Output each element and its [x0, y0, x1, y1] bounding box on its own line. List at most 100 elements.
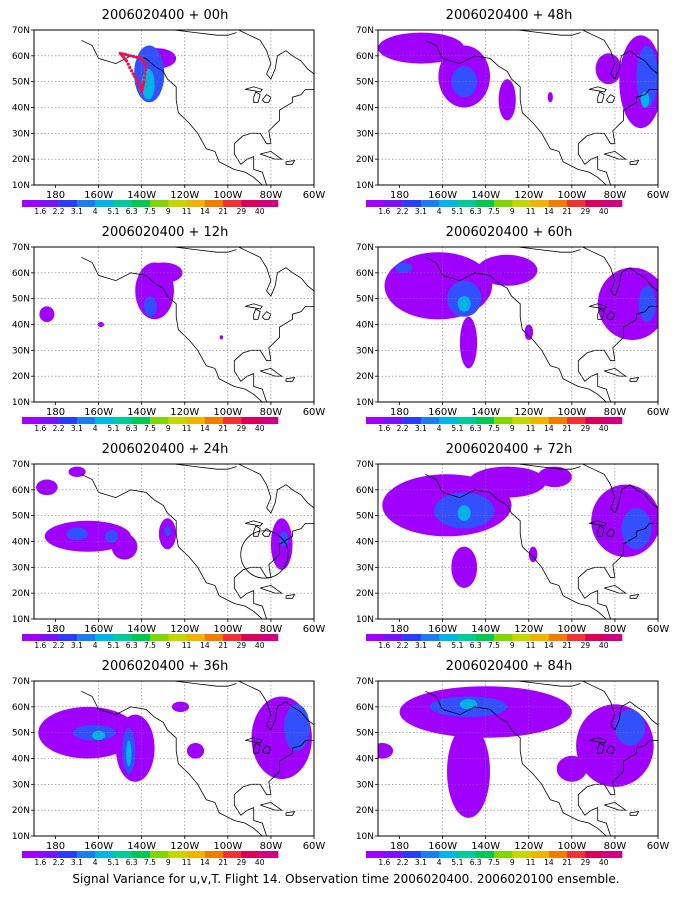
- colorbar-label: 7.5: [488, 641, 500, 650]
- panel-title: 2006020400 + 48h: [445, 8, 573, 23]
- coast-line: [233, 523, 314, 619]
- colorbar-label: 3.1: [71, 641, 83, 650]
- grid: [34, 247, 314, 402]
- coast-line: [81, 473, 264, 619]
- track-point: [129, 54, 133, 58]
- x-tick-label: 60W: [647, 190, 670, 201]
- colorbar-swatch: [457, 851, 476, 858]
- colorbar-label: 5.1: [107, 858, 119, 867]
- y-tick-label: 60N: [12, 52, 30, 62]
- y-tick-label: 70N: [356, 243, 374, 253]
- track-point: [142, 80, 146, 84]
- map-panel: 2006020400 + 60h 10N 20N 30N 40N 50N 60N 70N 180…: [344, 217, 674, 435]
- figure-caption: Signal Variance for u,v,T. Flight 14. Ob…: [72, 872, 620, 886]
- island-outline: [260, 801, 283, 811]
- y-tick-label: 40N: [12, 755, 30, 765]
- x-tick-label: 80W: [604, 407, 627, 418]
- track-point: [126, 53, 130, 57]
- lake-outline: [588, 303, 607, 310]
- island-outline: [604, 801, 627, 811]
- colorbar-swatch: [512, 634, 531, 641]
- colorbar-label: 3.1: [415, 424, 427, 433]
- colorbar-swatch: [223, 634, 242, 641]
- y-tick-label: 30N: [356, 129, 374, 139]
- y-tick-label: 10N: [356, 615, 374, 625]
- island-outline: [604, 367, 627, 377]
- colorbar-swatch: [512, 200, 531, 207]
- track-point: [121, 52, 125, 56]
- colorbar-swatch: [530, 417, 550, 424]
- island-outline: [285, 593, 296, 599]
- colorbar-swatch: [22, 200, 41, 207]
- y-tick-label: 60N: [12, 269, 30, 279]
- colorbar-label: 40: [599, 858, 609, 867]
- coastline: [425, 464, 658, 619]
- colorbar-swatch: [168, 851, 187, 858]
- variance-contour: [457, 296, 471, 312]
- colorbar-swatch: [186, 634, 206, 641]
- colorbar-label: 21: [218, 207, 228, 216]
- colorbar-swatch: [241, 634, 260, 641]
- colorbar-swatch: [259, 851, 279, 858]
- track-point: [132, 54, 136, 59]
- x-tick-label: 60W: [303, 407, 326, 418]
- x-tick-label: 120W: [170, 407, 199, 418]
- colorbar-swatch: [186, 851, 206, 858]
- island-outline: [629, 376, 640, 382]
- colorbar-label: 2.2: [397, 207, 409, 216]
- colorbar-label: 4: [93, 641, 98, 650]
- colorbar-label: 7.5: [144, 207, 156, 216]
- coastline: [81, 30, 314, 185]
- colorbar-label: 9: [166, 207, 171, 216]
- variance-contour: [395, 262, 413, 273]
- coast-line: [517, 464, 581, 470]
- colorbar-swatch: [603, 417, 623, 424]
- x-tick-label: 160W: [84, 407, 113, 418]
- colorbar-swatch: [384, 634, 403, 641]
- y-tick-label: 20N: [12, 155, 30, 165]
- grid: [34, 681, 314, 836]
- variance-contour: [105, 529, 118, 543]
- colorbar-swatch: [567, 200, 586, 207]
- colorbar-label: 9: [166, 424, 171, 433]
- y-tick-label: 20N: [356, 806, 374, 816]
- colorbar-swatch: [512, 851, 531, 858]
- colorbar-swatch: [76, 200, 96, 207]
- y-tick-label: 20N: [356, 589, 374, 599]
- colorbar-swatch: [585, 417, 604, 424]
- colorbar-swatch: [384, 417, 403, 424]
- coastline: [81, 681, 314, 836]
- y-tick-label: 10N: [12, 398, 30, 408]
- variance-contour: [547, 92, 553, 103]
- map-svg: 10N 20N 30N 40N 50N 60N 70N 180 160W 140W 120W 100W…: [356, 460, 670, 650]
- colorbar-label: 6.3: [126, 641, 138, 650]
- track-point: [133, 74, 137, 79]
- colorbar-label: 2.2: [397, 641, 409, 650]
- colorbar-swatch: [204, 200, 224, 207]
- colorbar-swatch: [223, 851, 242, 858]
- island-outline: [260, 150, 283, 160]
- colorbar-label: 7.5: [144, 858, 156, 867]
- grid: [378, 681, 658, 836]
- y-tick-label: 30N: [12, 129, 30, 139]
- coast-line: [81, 690, 264, 836]
- x-tick-label: 140W: [471, 407, 500, 418]
- colorbar-swatch: [204, 634, 224, 641]
- colorbar-label: 9: [510, 641, 515, 650]
- map-svg: 10N 20N 30N 40N 50N 60N 70N 180 160W 140W 120W 100W…: [356, 243, 670, 433]
- variance-contour: [143, 262, 183, 284]
- colorbar-swatch: [40, 200, 59, 207]
- variance-contour: [451, 66, 478, 98]
- coast-line: [517, 681, 581, 687]
- colorbar-label: 6.3: [470, 858, 482, 867]
- colorbar-label: 11: [526, 424, 536, 433]
- coast-line: [233, 306, 314, 402]
- coast-line: [233, 89, 314, 185]
- lake-outline: [244, 303, 263, 310]
- colorbar-swatch: [439, 200, 458, 207]
- colorbar-label: 21: [218, 424, 228, 433]
- island-outline: [285, 159, 296, 165]
- colorbar-swatch: [457, 634, 476, 641]
- coast-line: [233, 740, 314, 836]
- coast-line: [425, 256, 608, 402]
